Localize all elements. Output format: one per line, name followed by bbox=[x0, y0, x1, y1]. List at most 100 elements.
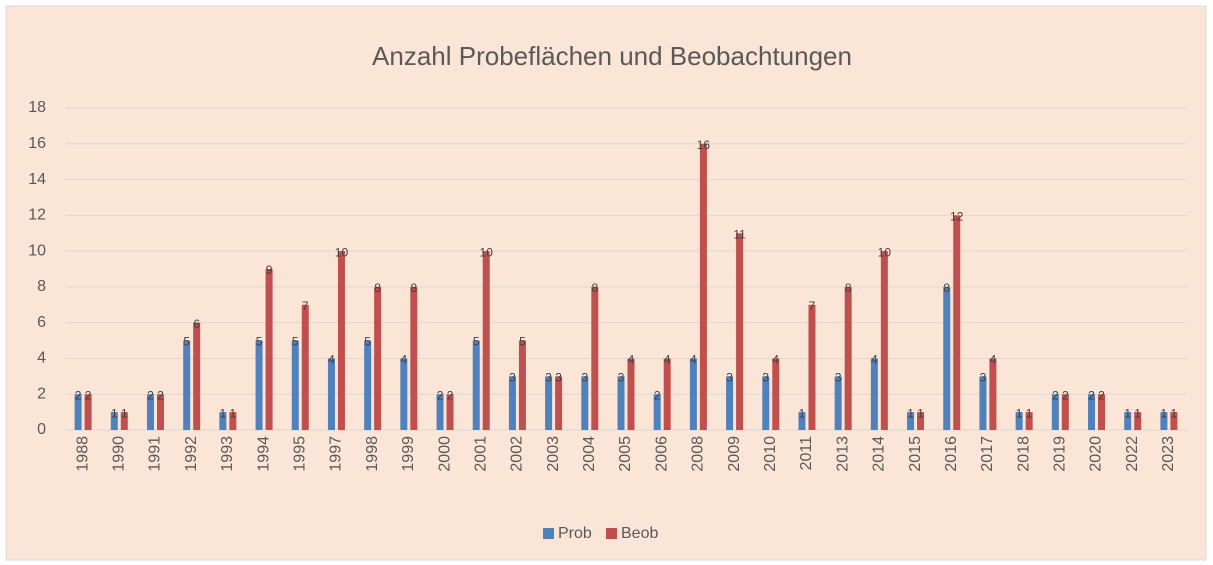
y-tick-label: 2 bbox=[37, 385, 46, 402]
bar bbox=[1061, 394, 1069, 430]
data-label: 5 bbox=[183, 335, 190, 349]
data-label: 2 bbox=[1088, 388, 1095, 402]
bar bbox=[156, 394, 164, 430]
data-label: 3 bbox=[835, 371, 842, 385]
bar bbox=[663, 358, 671, 430]
bar bbox=[482, 251, 490, 430]
bar bbox=[183, 340, 191, 430]
bar bbox=[364, 340, 372, 430]
x-tick-label: 1991 bbox=[147, 436, 164, 472]
x-tick-label: 2009 bbox=[726, 436, 743, 472]
bar bbox=[518, 340, 526, 430]
bar bbox=[146, 394, 154, 430]
bar bbox=[301, 304, 309, 430]
x-tick-label: 2014 bbox=[871, 436, 888, 472]
bar bbox=[446, 394, 454, 430]
data-label: 3 bbox=[509, 371, 516, 385]
data-label: 3 bbox=[618, 371, 625, 385]
bar bbox=[834, 376, 842, 430]
data-label: 3 bbox=[581, 371, 588, 385]
x-tick-label: 1994 bbox=[255, 436, 272, 472]
legend-label: Beob bbox=[621, 525, 658, 542]
x-tick-label: 2016 bbox=[943, 436, 960, 472]
data-label: 10 bbox=[335, 245, 349, 259]
data-label: 4 bbox=[328, 353, 335, 367]
bar bbox=[880, 251, 888, 430]
bar bbox=[762, 376, 770, 430]
bar bbox=[545, 376, 553, 430]
x-tick-label: 1999 bbox=[400, 436, 417, 472]
data-label: 1 bbox=[1016, 406, 1023, 420]
data-label: 10 bbox=[878, 245, 892, 259]
bar bbox=[1160, 412, 1168, 430]
x-tick-label: 2017 bbox=[979, 436, 996, 472]
data-label: 5 bbox=[473, 335, 480, 349]
bar bbox=[653, 394, 661, 430]
bar bbox=[508, 376, 516, 430]
bar bbox=[400, 358, 408, 430]
data-label: 2 bbox=[85, 388, 92, 402]
bar bbox=[436, 394, 444, 430]
bar bbox=[84, 394, 92, 430]
bar bbox=[917, 412, 925, 430]
bar bbox=[699, 143, 707, 430]
data-label: 5 bbox=[519, 335, 526, 349]
x-tick-label: 2015 bbox=[907, 436, 924, 472]
x-tick-label: 2006 bbox=[653, 436, 670, 472]
bar bbox=[374, 286, 382, 430]
bar bbox=[844, 286, 852, 430]
data-label: 2 bbox=[1062, 388, 1069, 402]
data-label: 1 bbox=[230, 406, 237, 420]
y-tick-label: 4 bbox=[37, 350, 46, 367]
data-label: 2 bbox=[437, 388, 444, 402]
data-label: 3 bbox=[980, 371, 987, 385]
data-label: 4 bbox=[400, 353, 407, 367]
x-tick-label: 2002 bbox=[509, 436, 526, 472]
chart-area bbox=[5, 5, 1207, 561]
data-label: 1 bbox=[121, 406, 128, 420]
data-label: 12 bbox=[950, 210, 964, 224]
bar bbox=[1098, 394, 1106, 430]
bar bbox=[327, 358, 335, 430]
data-label: 2 bbox=[1098, 388, 1105, 402]
x-tick-label: 2003 bbox=[545, 436, 562, 472]
data-label: 8 bbox=[591, 281, 598, 295]
bar bbox=[74, 394, 82, 430]
x-tick-label: 1988 bbox=[74, 436, 91, 472]
bar bbox=[1134, 412, 1142, 430]
x-tick-label: 1993 bbox=[219, 436, 236, 472]
bar bbox=[120, 412, 128, 430]
x-tick-label: 2022 bbox=[1124, 436, 1141, 472]
bar bbox=[1025, 412, 1033, 430]
bar bbox=[555, 376, 563, 430]
legend-swatch bbox=[606, 528, 617, 539]
y-tick-label: 14 bbox=[28, 171, 46, 188]
legend-label: Prob bbox=[558, 525, 592, 542]
bar bbox=[337, 251, 345, 430]
data-label: 2 bbox=[75, 388, 82, 402]
bar bbox=[255, 340, 263, 430]
y-tick-label: 8 bbox=[37, 278, 46, 295]
data-label: 9 bbox=[266, 263, 273, 277]
bar bbox=[617, 376, 625, 430]
bar bbox=[989, 358, 997, 430]
bar bbox=[193, 322, 201, 430]
data-label: 16 bbox=[697, 138, 711, 152]
x-tick-label: 2008 bbox=[690, 436, 707, 472]
x-tick-label: 1992 bbox=[183, 436, 200, 472]
data-label: 1 bbox=[1124, 406, 1131, 420]
data-label: 1 bbox=[111, 406, 118, 420]
y-tick-label: 10 bbox=[28, 242, 46, 259]
x-tick-label: 2023 bbox=[1160, 436, 1177, 472]
x-tick-label: 1995 bbox=[291, 436, 308, 472]
data-label: 1 bbox=[1026, 406, 1033, 420]
data-label: 11 bbox=[733, 227, 746, 241]
bar bbox=[265, 269, 273, 430]
x-tick-label: 1997 bbox=[328, 436, 345, 472]
x-tick-label: 2004 bbox=[581, 436, 598, 472]
bar bbox=[229, 412, 237, 430]
bar bbox=[907, 412, 915, 430]
x-tick-label: 2010 bbox=[762, 436, 779, 472]
x-tick-label: 2019 bbox=[1052, 436, 1069, 472]
